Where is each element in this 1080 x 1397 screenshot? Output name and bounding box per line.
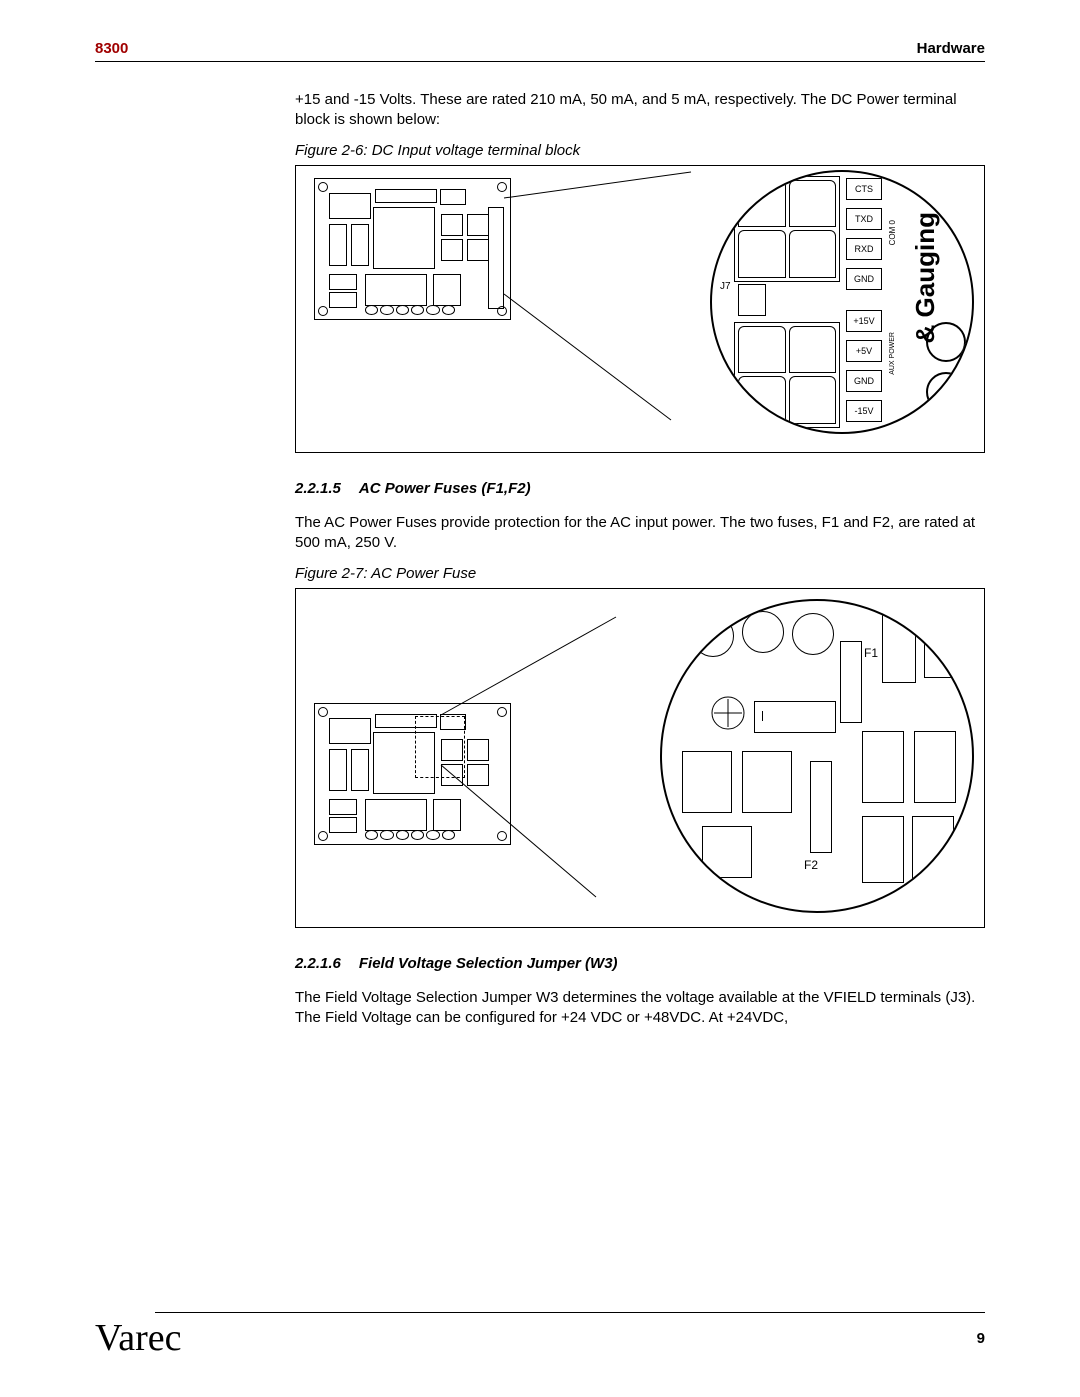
- figure-2-7: F1 F2: [295, 588, 985, 928]
- f1-label: F1: [864, 645, 878, 661]
- term-m15: -15V: [846, 400, 882, 422]
- auxpower-label: AUX POWER: [888, 332, 897, 375]
- sec-215-num: 2.2.1.5: [295, 479, 341, 499]
- sec-215-para: The AC Power Fuses provide protection fo…: [295, 513, 985, 554]
- term-gnd1: GND: [846, 268, 882, 290]
- header-rule: [95, 61, 985, 62]
- j7-label: J7: [720, 280, 731, 294]
- page-number: 9: [977, 1330, 985, 1347]
- term-p5: +5V: [846, 340, 882, 362]
- intro-paragraph: +15 and -15 Volts. These are rated 210 m…: [295, 90, 985, 131]
- term-rxd: RXD: [846, 238, 882, 260]
- figure-2-6: J7 J8 CTS TXD: [295, 165, 985, 453]
- sec-216-para: The Field Voltage Selection Jumper W3 de…: [295, 988, 985, 1029]
- term-p15: +15V: [846, 310, 882, 332]
- sec-216-title: Field Voltage Selection Jumper (W3): [359, 954, 618, 974]
- footer-rule: [155, 1312, 985, 1313]
- f2-label: F2: [804, 857, 818, 873]
- figure-2-7-caption: Figure 2-7: AC Power Fuse: [295, 564, 985, 584]
- header-model: 8300: [95, 40, 128, 57]
- term-txd: TXD: [846, 208, 882, 230]
- term-cts: CTS: [846, 178, 882, 200]
- sec-216-num: 2.2.1.6: [295, 954, 341, 974]
- figure-2-6-caption: Figure 2-6: DC Input voltage terminal bl…: [295, 141, 985, 161]
- sec-215-title: AC Power Fuses (F1,F2): [359, 479, 531, 499]
- j8-label: J8: [720, 408, 731, 422]
- term-gnd2: GND: [846, 370, 882, 392]
- header-section: Hardware: [917, 40, 985, 57]
- com0-label: COM 0: [888, 220, 899, 245]
- footer-logo: Varec: [95, 1319, 181, 1357]
